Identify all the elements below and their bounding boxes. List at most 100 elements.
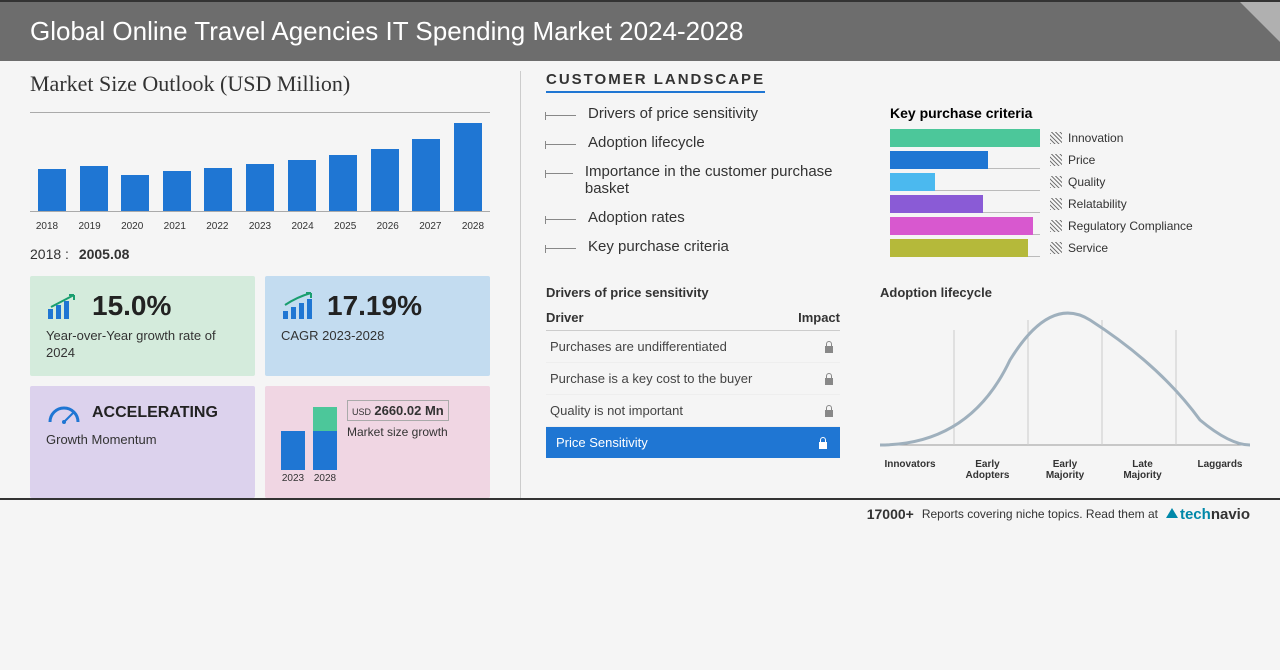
factor-line [546, 248, 576, 249]
footer-text: Reports covering niche topics. Read them… [922, 507, 1158, 521]
criteria-legend: Quality [1050, 175, 1105, 189]
adoption-curve [880, 310, 1250, 450]
criteria-label: Price [1068, 153, 1095, 167]
metric-row-1: 15.0% Year-over-Year growth rate of 2024… [30, 276, 490, 376]
lock-icon [822, 372, 836, 386]
growth-mini-chart: 2023 2028 [281, 400, 337, 484]
drivers-header: Driver Impact [546, 310, 840, 331]
left-column: Market Size Outlook (USD Million) 2018 20… [30, 71, 490, 498]
mini-bar-2028 [313, 407, 337, 470]
driver-row: Quality is not important [546, 395, 840, 427]
accel-label: Growth Momentum [46, 432, 239, 449]
bar-2023 [243, 164, 277, 211]
driver-text: Purchases are undifferentiated [550, 339, 727, 354]
driver-row: Purchase is a key cost to the buyer [546, 363, 840, 395]
bar-label-2023: 2023 [243, 221, 277, 232]
growth-text: USD 2660.02 Mn Market size growth [347, 400, 449, 439]
bar-2018 [35, 169, 69, 211]
criteria-row: Relatability [890, 195, 1250, 213]
factor-text: Drivers of price sensitivity [588, 105, 758, 122]
accel-title: ACCELERATING [92, 404, 218, 422]
drivers-col-driver: Driver [546, 310, 584, 325]
logo-tech: tech [1180, 506, 1211, 523]
bar-2028 [451, 123, 485, 211]
logo-navio: navio [1211, 506, 1250, 523]
factor-text: Key purchase criteria [588, 238, 729, 255]
factor-item: Adoption rates [546, 209, 850, 226]
growth-currency: USD [352, 407, 371, 417]
criteria-bar [890, 195, 983, 213]
bar-label-2020: 2020 [115, 221, 149, 232]
criteria-bar-bg [890, 129, 1040, 147]
yoy-card: 15.0% Year-over-Year growth rate of 2024 [30, 276, 255, 376]
factor-line [546, 173, 573, 174]
hatch-icon [1050, 220, 1062, 232]
right-top-row: Drivers of price sensitivity Adoption lif… [546, 105, 1250, 267]
bar-label-2024: 2024 [286, 221, 320, 232]
page-title: Global Online Travel Agencies IT Spendin… [30, 16, 744, 46]
technavio-logo: technavio [1166, 506, 1250, 523]
factor-text: Adoption rates [588, 209, 685, 226]
criteria-label: Regulatory Compliance [1068, 219, 1193, 233]
adoption-label: Early Majority [1035, 459, 1095, 481]
bar-label-2018: 2018 [30, 221, 64, 232]
driver-row: Purchases are undifferentiated [546, 331, 840, 363]
lock-icon [822, 404, 836, 418]
hatch-icon [1050, 198, 1062, 210]
mini-bar-2028-overlay [313, 407, 337, 431]
mini-bar-2023 [281, 431, 305, 470]
driver-highlight: Price Sensitivity [546, 427, 840, 458]
criteria-bar-bg [890, 195, 1040, 213]
bar-2027 [409, 139, 443, 211]
criteria-row: Regulatory Compliance [890, 217, 1250, 235]
page-footer: 17000+ Reports covering niche topics. Re… [0, 498, 1280, 529]
market-size-title: Market Size Outlook (USD Million) [30, 71, 490, 97]
driver-text: Quality is not important [550, 403, 683, 418]
factor-text: Adoption lifecycle [588, 134, 705, 151]
landscape-title: CUSTOMER LANDSCAPE [546, 71, 765, 93]
growth-arrow-icon [46, 291, 82, 321]
driver-rows: Purchases are undifferentiated Purchase i… [546, 331, 840, 427]
mini-label-2028: 2028 [313, 473, 337, 484]
criteria-legend: Service [1050, 241, 1108, 255]
criteria-legend: Relatability [1050, 197, 1127, 211]
market-size-barchart [30, 112, 490, 212]
factors-list: Drivers of price sensitivity Adoption lif… [546, 105, 850, 267]
gauge-icon [46, 400, 82, 426]
bars-arrow-icon [281, 291, 317, 321]
bar-2024 [285, 160, 319, 211]
right-column: CUSTOMER LANDSCAPE Drivers of price sens… [520, 71, 1250, 498]
bar-label-2027: 2027 [413, 221, 447, 232]
lock-icon [822, 340, 836, 354]
bar-2026 [368, 149, 402, 211]
base-year-label: 2018 : [30, 246, 69, 262]
cagr-label: CAGR 2023-2028 [281, 328, 474, 345]
criteria-bar [890, 151, 988, 169]
adoption-label: Laggards [1190, 459, 1250, 481]
logo-triangle-icon [1166, 508, 1178, 518]
criteria-row: Price [890, 151, 1250, 169]
hatch-icon [1050, 132, 1062, 144]
adoption-label: Early Adopters [958, 459, 1018, 481]
bar-label-2021: 2021 [158, 221, 192, 232]
factor-item: Drivers of price sensitivity [546, 105, 850, 122]
criteria-row: Innovation [890, 129, 1250, 147]
criteria-panel: Key purchase criteria Innovation Price Qua… [890, 105, 1250, 267]
criteria-title: Key purchase criteria [890, 105, 1250, 121]
bar-label-2028: 2028 [456, 221, 490, 232]
criteria-label: Service [1068, 241, 1108, 255]
criteria-bar [890, 129, 1040, 147]
bar-2020 [118, 175, 152, 211]
criteria-label: Relatability [1068, 197, 1127, 211]
factor-line [546, 115, 576, 116]
criteria-bar-bg [890, 239, 1040, 257]
base-year-value: 2005.08 [79, 246, 130, 262]
barchart-labels: 2018201920202021202220232024202520262027… [30, 217, 490, 232]
bar-2022 [201, 168, 235, 211]
bar-label-2022: 2022 [200, 221, 234, 232]
base-year-note: 2018 : 2005.08 [30, 246, 490, 262]
adoption-title: Adoption lifecycle [880, 285, 1250, 300]
bar-label-2026: 2026 [371, 221, 405, 232]
mini-label-2023: 2023 [281, 473, 305, 484]
criteria-bar [890, 173, 935, 191]
